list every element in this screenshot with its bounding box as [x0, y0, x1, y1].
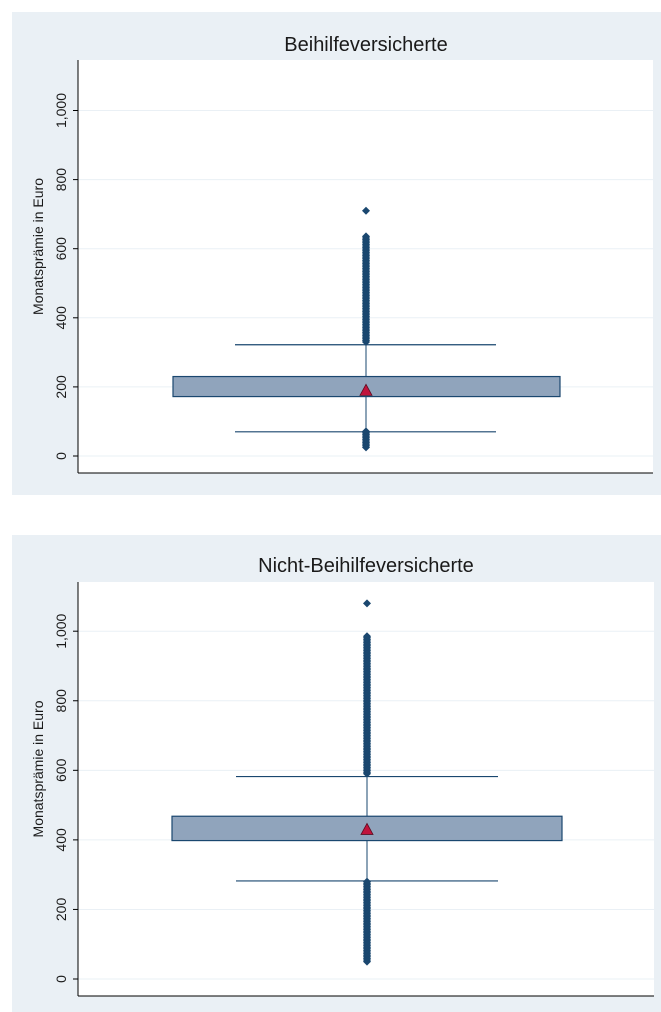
chart-panel-beihilfe: 0 200 400 600 800 1,000 Beihilfeversicherte Mon…	[12, 12, 661, 495]
outlier-marker	[362, 232, 370, 241]
outlier-marker	[363, 877, 371, 886]
y-tick-label: 800	[53, 168, 69, 192]
y-tick-label: 0	[53, 452, 69, 460]
chart-svg-nicht-beihilfe: 0 200 400 600 800 1,000 Nicht-Beihilfeversiche…	[30, 555, 654, 997]
y-tick-label: 0	[53, 975, 69, 983]
chart-svg-beihilfe: 0 200 400 600 800 1,000 Beihilfeversicherte Mon…	[30, 34, 653, 474]
y-tick-label: 800	[53, 689, 69, 713]
y-axis-label: Monatsprämie in Euro	[30, 178, 46, 315]
y-tick-label: 200	[53, 898, 69, 922]
y-tick-label: 1,000	[53, 613, 69, 648]
chart-title: Beihilfeversicherte	[284, 34, 447, 56]
y-axis-label: Monatsprämie in Euro	[30, 700, 46, 837]
y-tick-label: 200	[53, 375, 69, 399]
y-tick-label: 1,000	[53, 93, 69, 128]
mean-marker	[359, 383, 373, 396]
outlier-marker	[363, 599, 371, 608]
chart-panel-nicht-beihilfe: 0 200 400 600 800 1,000 Nicht-Beihilfeversiche…	[12, 535, 661, 1012]
mean-marker	[360, 822, 374, 835]
outlier-marker	[362, 427, 370, 436]
y-tick-label: 400	[53, 306, 69, 330]
outlier-marker	[362, 206, 370, 215]
y-tick-label: 600	[53, 237, 69, 261]
chart-title: Nicht-Beihilfeversicherte	[258, 555, 474, 577]
outlier-marker	[363, 632, 371, 641]
y-tick-label: 400	[53, 828, 69, 852]
y-tick-label: 600	[53, 758, 69, 782]
